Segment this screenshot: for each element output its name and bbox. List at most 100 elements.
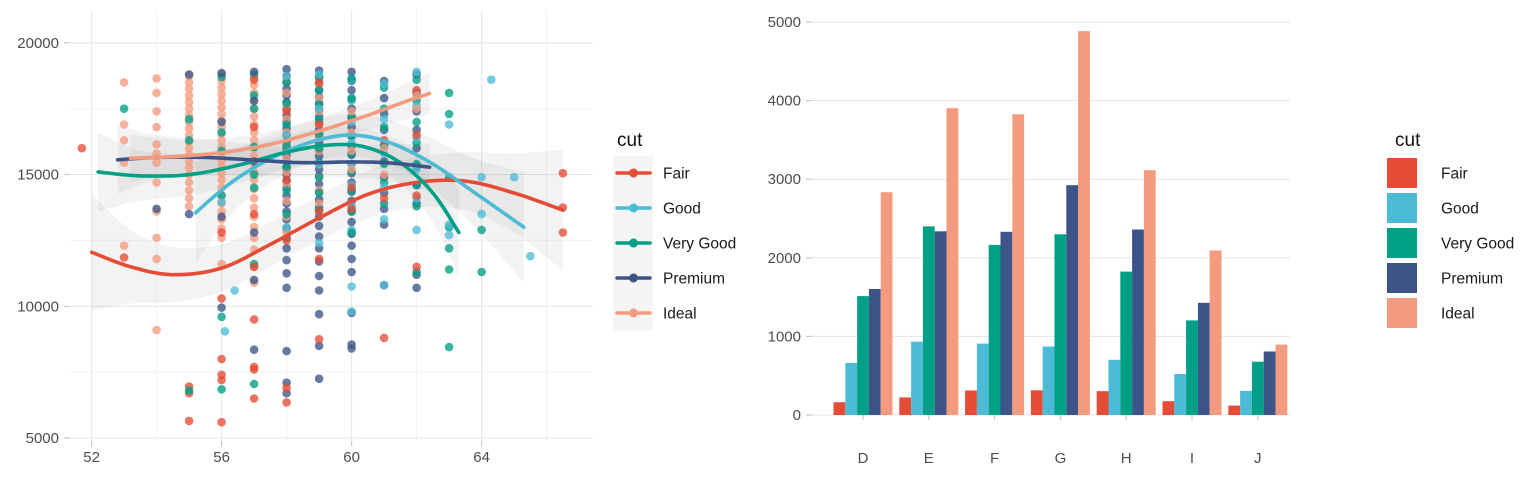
bar-good-F — [976, 343, 989, 415]
bar-ideal-J — [1275, 344, 1288, 415]
point-ideal — [347, 107, 356, 116]
point-good — [444, 120, 454, 129]
point-ideal — [412, 104, 421, 113]
point-premium — [347, 85, 356, 95]
point-good — [314, 238, 324, 248]
point-ideal — [184, 201, 194, 211]
point-fair — [282, 398, 291, 407]
point-premium — [282, 269, 291, 278]
point-premium — [249, 345, 259, 355]
point-premium — [217, 117, 226, 127]
point-premium — [184, 209, 194, 219]
point-ideal — [152, 325, 161, 335]
bar-chart-svg: D E F G H I J 0 1000 2000 3000 4000 5000 cut Fair Good V… — [768, 14, 1515, 467]
bar-axes: D E F G H I J 0 1000 2000 3000 4000 5000 — [768, 14, 1262, 467]
point-fair — [314, 207, 324, 216]
bar-premium-J — [1263, 351, 1276, 415]
point-ideal — [249, 203, 259, 212]
point-very-good — [217, 312, 226, 322]
point-premium — [249, 228, 259, 237]
bar-fair-E — [899, 397, 912, 415]
point-ideal — [282, 88, 291, 98]
point-fair — [249, 394, 259, 403]
legend-item-label: Premium — [1441, 271, 1503, 288]
point-fair — [77, 143, 87, 153]
point-good — [314, 70, 324, 79]
point-ideal — [184, 143, 194, 153]
bar-premium-D — [868, 289, 881, 415]
bar-x-tick-label: G — [1055, 450, 1067, 467]
legend-item-fair: Fair — [1387, 158, 1468, 188]
legend-key-swatch — [1387, 193, 1417, 223]
point-good — [282, 222, 291, 232]
legend-square: cut Fair Good Very Good Premium Ideal — [1387, 130, 1514, 328]
legend-key-swatch — [1387, 158, 1417, 188]
bar-chart-panel: D E F G H I J 0 1000 2000 3000 4000 5000 cut Fair Good V… — [760, 0, 1536, 480]
point-fair — [217, 417, 226, 427]
point-ideal — [152, 140, 161, 149]
point-ideal — [184, 178, 194, 187]
bar-ideal-E — [946, 108, 959, 415]
point-fair — [217, 228, 226, 237]
point-very-good — [184, 114, 194, 124]
point-ideal — [314, 199, 324, 208]
point-ideal — [184, 97, 194, 107]
point-fair — [217, 375, 226, 385]
point-ideal — [184, 91, 194, 100]
point-very-good — [184, 386, 194, 395]
point-premium — [314, 271, 324, 281]
bar-y-tick-label: 3000 — [768, 171, 801, 188]
point-good — [282, 71, 291, 81]
point-premium — [347, 254, 356, 264]
legend-key-swatch — [1387, 298, 1417, 328]
point-fair — [347, 183, 356, 192]
point-ideal — [184, 163, 194, 173]
bar-very-good-D — [857, 296, 869, 415]
legend-key-swatch — [1387, 228, 1417, 258]
point-fair — [249, 365, 259, 374]
bar-x-tick-label: F — [990, 450, 999, 467]
point-premium — [347, 67, 356, 77]
point-premium — [347, 344, 356, 353]
legend-key-point — [629, 168, 638, 178]
point-fair — [249, 122, 259, 132]
legend-title: cut — [617, 130, 643, 151]
point-ideal — [379, 143, 389, 153]
point-premium — [282, 244, 291, 253]
point-ideal — [314, 93, 324, 103]
y-tick-label: 10000 — [17, 298, 59, 315]
point-fair — [184, 416, 194, 426]
bars — [833, 31, 1288, 416]
point-fair — [558, 168, 568, 178]
point-good — [444, 230, 454, 240]
point-fair — [314, 120, 324, 129]
point-fair — [314, 334, 324, 344]
x-tick-label: 56 — [213, 449, 230, 466]
bar-premium-I — [1197, 302, 1210, 415]
point-ideal — [152, 74, 161, 83]
point-fair — [412, 191, 421, 200]
point-fair — [314, 78, 324, 87]
legend-item-fair: Fair — [613, 155, 690, 191]
point-fair — [217, 294, 226, 303]
point-fair — [412, 130, 421, 140]
point-fair — [558, 228, 568, 237]
legend-item-good: Good — [613, 190, 701, 226]
bar-group-G — [1030, 31, 1090, 415]
point-premium — [314, 221, 324, 231]
point-very-good — [314, 172, 324, 182]
point-premium — [249, 96, 259, 106]
point-fair — [217, 354, 226, 364]
point-very-good — [249, 379, 259, 389]
smooth-line-good — [193, 133, 526, 229]
point-good — [526, 251, 535, 261]
point-very-good — [282, 78, 291, 87]
point-ideal — [184, 194, 194, 203]
y-tick-label: 20000 — [17, 35, 59, 52]
point-fair — [282, 107, 291, 116]
bar-premium-H — [1132, 229, 1144, 415]
legend-item-premium: Premium — [1387, 263, 1503, 293]
legend-item-label: Ideal — [663, 306, 697, 323]
point-very-good — [282, 162, 291, 171]
point-ideal — [152, 158, 161, 167]
